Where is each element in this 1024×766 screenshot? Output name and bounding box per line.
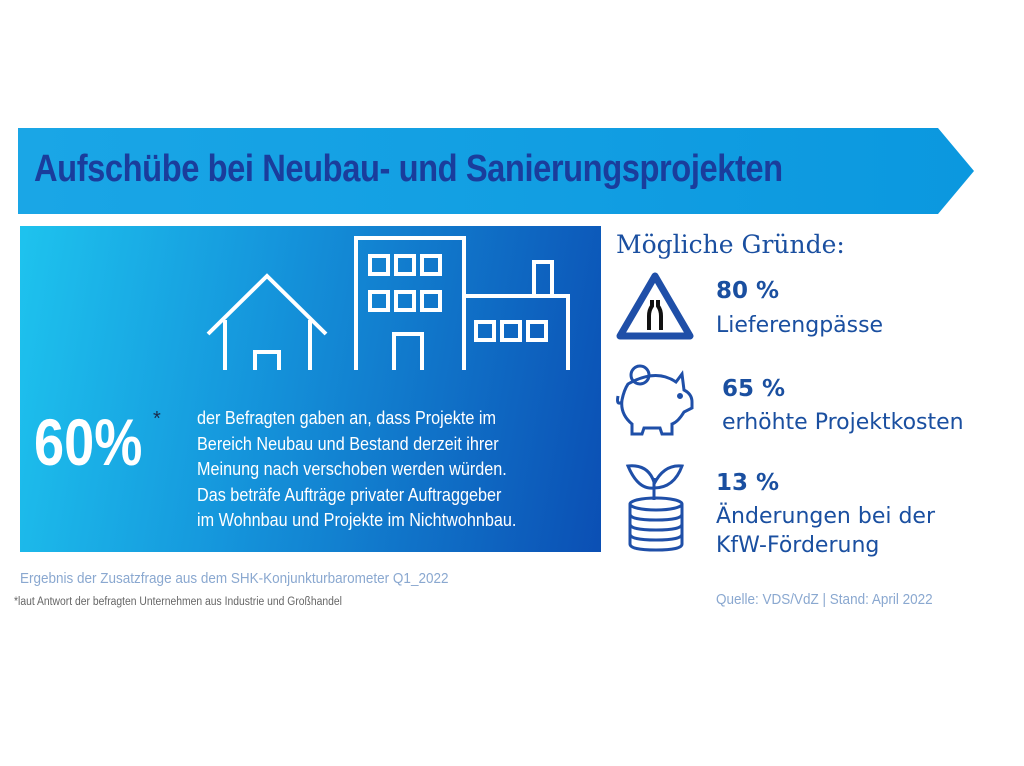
banner-arrow-shape: [18, 128, 974, 214]
asterisk: *: [153, 408, 161, 430]
reason-label: Änderungen bei der KfW-Förderung: [716, 502, 935, 560]
page-title: Aufschübe bei Neubau- und Sanierungsproj…: [34, 148, 783, 190]
reason-label-line: Änderungen bei der: [716, 504, 936, 529]
reasons-title: Mögliche Gründe:: [616, 230, 845, 259]
title-banner: Aufschübe bei Neubau- und Sanierungsproj…: [18, 128, 974, 214]
reason-label: Lieferengpässe: [716, 313, 884, 338]
reason-percent: 13 %: [716, 470, 780, 496]
reason-label: erhöhte Projektkosten: [722, 410, 964, 435]
reason-label-line: KfW-Förderung: [716, 533, 880, 558]
headline-panel: 60% * der Befragten gaben an, dass Proje…: [20, 226, 601, 552]
description-line: im Wohnbau und Projekte im Nichtwohnbau.: [197, 510, 517, 530]
reason-percent: 65 %: [722, 376, 786, 402]
description-line: der Befragten gaben an, dass Projekte im: [197, 408, 496, 428]
piggy-bank-icon: [616, 364, 694, 436]
survey-note: Ergebnis der Zusatzfrage aus dem SHK-Kon…: [20, 570, 449, 587]
headline-description: der Befragten gaben an, dass Projekte im…: [197, 406, 557, 534]
description-line: Meinung nach verschoben werden würden.: [197, 459, 507, 479]
description-line: Das beträfe Aufträge privater Auftraggeb…: [197, 484, 502, 505]
house-and-buildings-icon: [206, 236, 570, 370]
asterisk-note: *laut Antwort der befragten Unternehmen …: [14, 596, 342, 608]
road-narrows-sign-icon: [616, 272, 694, 340]
headline-percentage: 60%: [34, 405, 143, 479]
coins-plant-icon: [625, 464, 685, 552]
description-line: Bereich Neubau und Bestand derzeit ihrer: [197, 433, 499, 454]
source-note: Quelle: VDS/VdZ | Stand: April 2022: [716, 591, 933, 608]
reason-percent: 80 %: [716, 278, 780, 304]
